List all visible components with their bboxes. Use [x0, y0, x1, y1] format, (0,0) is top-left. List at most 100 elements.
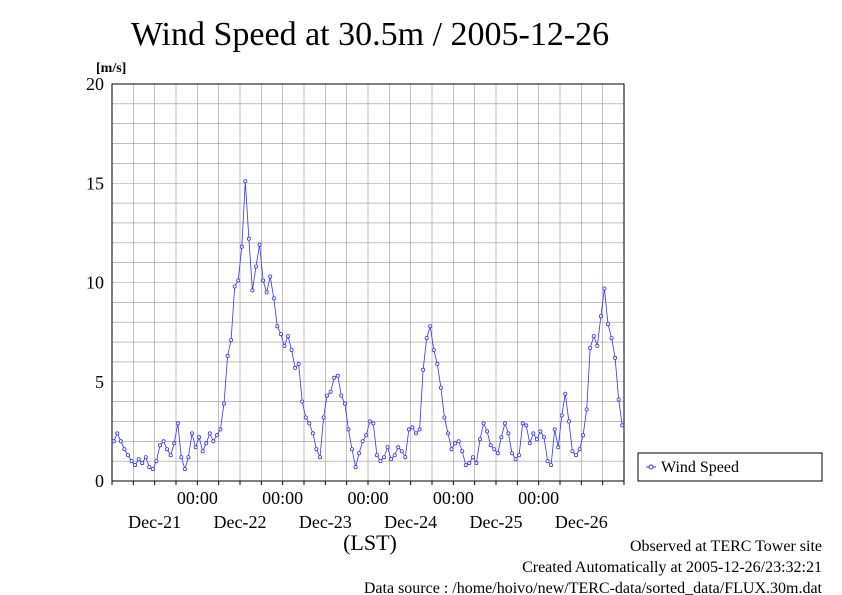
- data-point: [460, 449, 465, 454]
- data-point: [449, 447, 454, 452]
- data-point: [165, 447, 170, 452]
- data-point: [584, 407, 589, 412]
- data-point: [335, 373, 340, 378]
- data-point: [509, 451, 514, 456]
- y-tick-label: 0: [95, 471, 104, 491]
- data-point: [428, 324, 433, 329]
- data-point: [218, 427, 223, 432]
- y-tick-label: 20: [86, 74, 104, 94]
- data-point: [225, 353, 230, 358]
- data-point: [403, 455, 408, 460]
- footer-source: Data source : /home/hoivo/new/TERC-data/…: [364, 580, 823, 595]
- data-point: [346, 427, 351, 432]
- data-point: [250, 288, 255, 293]
- y-axis-unit: [m/s]: [96, 61, 126, 76]
- data-point: [445, 431, 450, 436]
- data-point: [310, 431, 315, 436]
- data-point: [577, 447, 582, 452]
- x-time-label: 00:00: [262, 488, 303, 508]
- data-point: [179, 455, 184, 460]
- data-point: [520, 421, 525, 426]
- data-point: [385, 445, 390, 450]
- data-point: [538, 429, 543, 434]
- data-point: [204, 441, 209, 446]
- data-point: [332, 375, 337, 380]
- data-point: [470, 455, 475, 460]
- data-point: [253, 264, 258, 269]
- data-point: [399, 449, 404, 454]
- legend: Wind Speed: [637, 452, 823, 482]
- data-point: [360, 439, 365, 444]
- data-point: [317, 455, 322, 460]
- data-point: [154, 459, 159, 464]
- data-point: [442, 415, 447, 420]
- footer-created: Created Automatically at 2005-12-26/23:3…: [522, 559, 822, 576]
- data-point: [616, 397, 621, 402]
- data-point: [524, 423, 529, 428]
- data-point: [111, 439, 116, 444]
- data-point: [389, 457, 394, 462]
- data-point: [229, 338, 234, 343]
- data-point: [243, 179, 248, 184]
- data-point: [410, 425, 415, 430]
- legend-label: Wind Speed: [661, 459, 739, 476]
- data-point: [481, 421, 486, 426]
- footer-observed: Observed at TERC Tower site: [630, 538, 822, 555]
- data-point: [506, 431, 511, 436]
- data-point: [556, 445, 561, 450]
- data-point: [502, 421, 507, 426]
- data-point: [371, 421, 376, 426]
- data-point: [542, 435, 547, 440]
- data-point: [591, 334, 596, 339]
- data-point: [566, 419, 571, 424]
- data-point: [271, 296, 276, 301]
- data-point: [261, 278, 266, 283]
- data-point: [129, 459, 134, 464]
- data-point: [157, 443, 162, 448]
- data-point: [314, 447, 319, 452]
- data-point: [364, 433, 369, 438]
- data-point: [122, 447, 127, 452]
- x-date-label: Dec-23: [299, 512, 352, 532]
- x-time-label: 00:00: [433, 488, 474, 508]
- data-point: [182, 467, 187, 472]
- x-date-label: Dec-21: [128, 512, 181, 532]
- data-point: [609, 336, 614, 341]
- data-point: [303, 415, 308, 420]
- data-point: [595, 343, 600, 348]
- legend-marker-icon: [648, 464, 654, 470]
- data-point: [453, 441, 458, 446]
- data-point: [357, 451, 362, 456]
- data-point: [581, 433, 586, 438]
- data-point: [602, 286, 607, 291]
- data-point: [136, 457, 141, 462]
- data-point: [513, 457, 518, 462]
- data-point: [545, 459, 550, 464]
- data-point: [552, 427, 557, 432]
- data-point: [300, 399, 305, 404]
- data-point: [463, 463, 468, 468]
- data-point: [417, 427, 422, 432]
- data-point: [133, 463, 138, 468]
- data-point: [378, 459, 383, 464]
- data-point: [588, 345, 593, 350]
- data-point: [488, 443, 493, 448]
- data-point: [200, 449, 205, 454]
- data-point: [613, 355, 618, 360]
- data-point: [339, 393, 344, 398]
- data-point: [534, 437, 539, 442]
- data-point: [207, 431, 212, 436]
- data-point: [477, 437, 482, 442]
- data-point: [211, 439, 216, 444]
- data-point: [236, 278, 241, 283]
- data-point: [175, 421, 180, 426]
- data-point: [285, 334, 290, 339]
- data-point: [374, 453, 379, 458]
- x-time-label: 00:00: [518, 488, 559, 508]
- data-point: [431, 347, 436, 352]
- data-point: [168, 453, 173, 458]
- data-point: [147, 465, 152, 470]
- wind-speed-points: [111, 179, 625, 472]
- data-point: [559, 413, 564, 418]
- data-point: [349, 447, 354, 452]
